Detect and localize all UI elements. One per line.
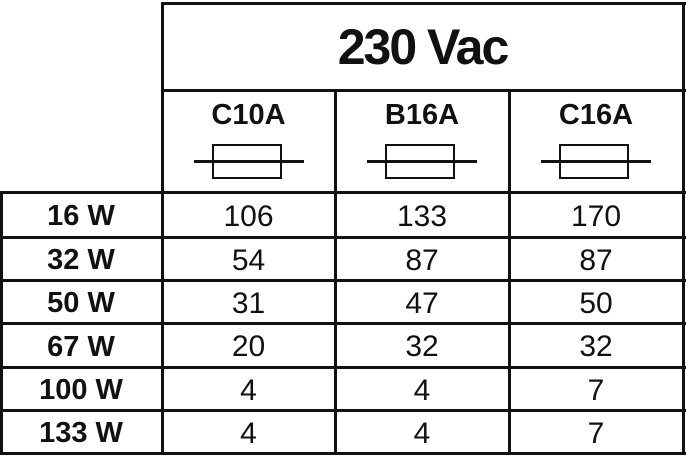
grid-line — [0, 409, 686, 412]
table-cell: 133 — [396, 199, 448, 233]
table-cell: 170 — [570, 199, 622, 233]
table-cell: 47 — [405, 286, 439, 320]
column-header: C16A — [558, 98, 634, 131]
table-cell: 87 — [579, 243, 613, 277]
fuse-icon — [367, 144, 477, 179]
table-cell: 50 — [579, 286, 613, 320]
table-cell: 32 — [579, 330, 613, 363]
grid-line — [508, 89, 511, 455]
grid-line — [162, 89, 686, 92]
row-header: 100 W — [39, 374, 123, 406]
grid-line — [0, 322, 686, 325]
row-header: 133 W — [39, 417, 123, 449]
grid-line — [682, 2, 685, 455]
table-cell: 106 — [223, 199, 274, 233]
table-cell: 4 — [413, 416, 431, 450]
row-header: 67 W — [47, 330, 115, 363]
table-cell: 87 — [405, 243, 439, 277]
grid-line — [334, 89, 337, 455]
table-cell: 4 — [240, 416, 257, 450]
grid-line — [0, 279, 686, 282]
grid-line — [161, 2, 164, 455]
grid-line — [0, 191, 686, 194]
table-cell: 4 — [413, 373, 431, 407]
voltage-header: 230 Vac — [337, 18, 510, 75]
table-cell: 4 — [240, 373, 257, 407]
grid-line — [0, 452, 686, 455]
grid-line — [162, 2, 686, 5]
fuse-icon — [541, 144, 651, 179]
row-header: 50 W — [47, 287, 115, 319]
table-cell: 20 — [231, 330, 266, 363]
table-cell: 7 — [587, 373, 605, 407]
table-cell: 54 — [231, 243, 266, 277]
fuse-icon — [193, 144, 304, 179]
grid-line — [0, 191, 3, 455]
table-cell: 7 — [587, 416, 605, 450]
table-cell: 31 — [231, 286, 266, 320]
grid-line — [0, 236, 686, 239]
row-header: 16 W — [47, 200, 115, 232]
column-header: B16A — [384, 98, 460, 131]
table-cell: 32 — [405, 330, 439, 363]
row-header: 32 W — [47, 244, 115, 276]
grid-line — [0, 366, 686, 369]
column-header: C10A — [211, 98, 286, 131]
